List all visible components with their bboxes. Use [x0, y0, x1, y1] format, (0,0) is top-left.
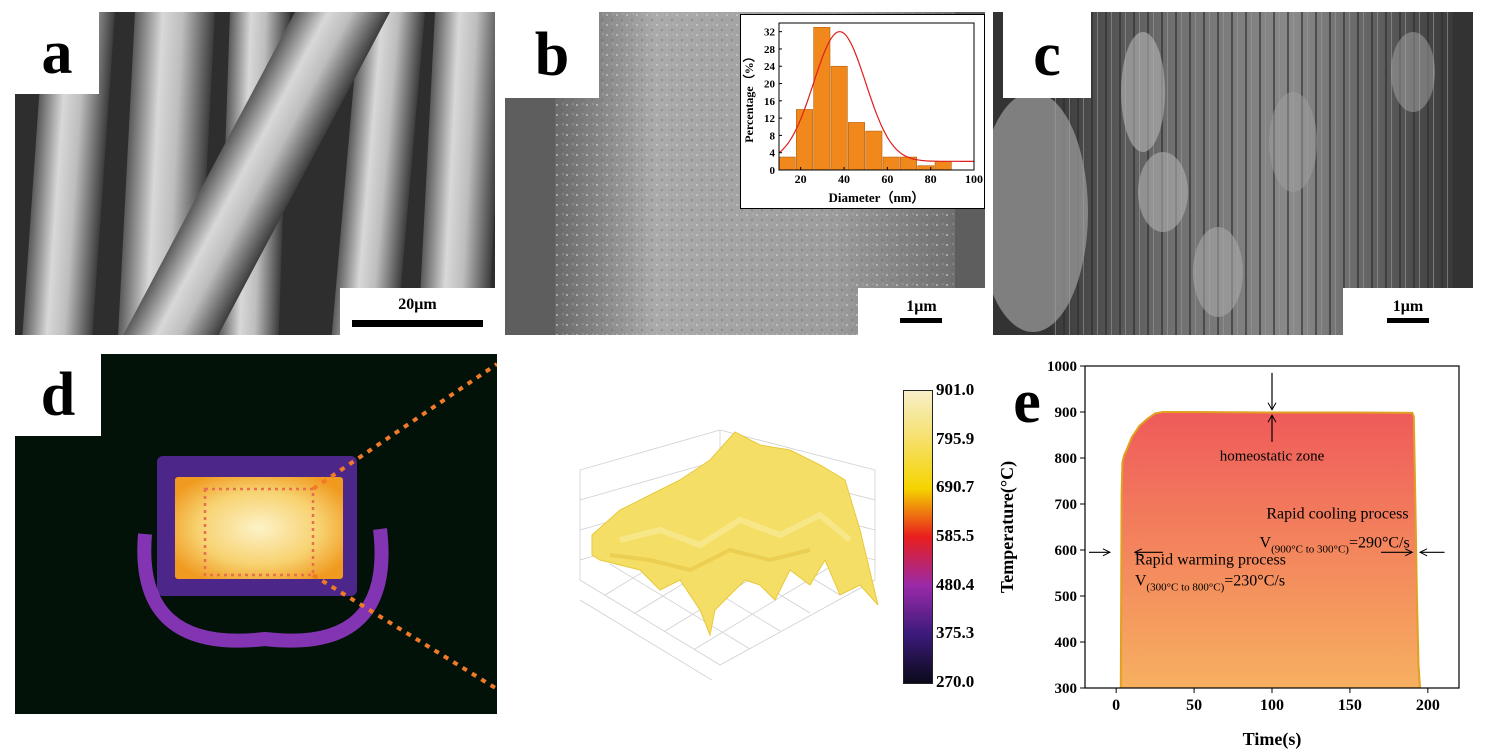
homeostatic-zone-label: homeostatic zone	[1220, 448, 1325, 464]
arrow-head	[1102, 548, 1112, 557]
x-tick-label: 40	[838, 172, 850, 186]
scale-bar-label: 1μm	[1392, 298, 1424, 315]
y-tick-label: 800	[1055, 451, 1078, 467]
x-tick-label: 50	[1186, 697, 1202, 714]
y-tick-label: 500	[1055, 589, 1078, 605]
surface-mesh	[591, 431, 879, 637]
y-tick-label: 28	[764, 44, 776, 56]
panel-label-a: a	[15, 12, 99, 94]
y-tick-label: 24	[764, 61, 776, 73]
scale-bar-line	[352, 320, 483, 327]
scale-bar-a: 20μm	[340, 288, 495, 335]
scale-bar-label: 20μm	[398, 296, 437, 313]
panel-label-b: b	[505, 12, 599, 98]
arrow-head	[1133, 548, 1143, 557]
panel-c-sem-image: c 1μm	[993, 12, 1473, 335]
scale-bar-line	[900, 318, 942, 323]
y-axis-label: Percentage（%）	[741, 50, 756, 142]
surface-plot-3d	[560, 410, 890, 686]
x-tick-label: 20	[795, 172, 807, 186]
histogram-bar	[917, 165, 935, 171]
histogram-bar	[882, 156, 900, 171]
colorbar-tick-label: 480.4	[936, 574, 975, 594]
warming-rate-label: V(300°C to 800°C)=230°C/s	[1135, 572, 1285, 593]
histogram-bar	[934, 161, 952, 171]
panel-a-fibers	[15, 12, 495, 335]
colorbar-ticks: 901.0 795.9 690.7 585.5 480.4 375.3 270.0	[936, 380, 1006, 692]
inset-histogram-svg: 20 40 60 80 100 0 4 8 12 16 20 24 28 32 Diameter（nm） Pe…	[741, 22, 983, 205]
scale-bar-label: 1μm	[906, 298, 937, 315]
histogram-bar	[830, 65, 848, 171]
colorbar-tick-label: 585.5	[936, 526, 975, 545]
y-tick-label: 0	[770, 165, 776, 177]
scale-bar-b: 1μm	[858, 288, 985, 335]
inset-histogram: 20 40 60 80 100 0 4 8 12 16 20 24 28 32 Diameter（nm） Pe…	[740, 14, 985, 209]
scale-bar-line	[1387, 318, 1429, 323]
colorbar-tick-label: 270.0	[936, 672, 975, 691]
x-tick-label: 100	[1260, 697, 1284, 714]
warming-process-title: Rapid warming process	[1135, 552, 1286, 569]
warming-rate-value: =230°C/s	[1224, 572, 1285, 589]
colorbar-tick-label: 901.0	[936, 380, 975, 399]
panel-a-sem-image: a 20μm	[15, 12, 495, 335]
cooling-process-title: Rapid cooling process	[1266, 506, 1408, 523]
x-axis-label: Diameter（nm）	[828, 190, 924, 205]
panel-d-thermal-image: d	[15, 354, 497, 714]
histogram-axes	[778, 22, 975, 171]
arrow-head	[1267, 414, 1277, 423]
histogram-bar	[848, 122, 865, 171]
y-tick-label: 1000	[1047, 359, 1077, 375]
x-tick-label: 200	[1416, 697, 1440, 714]
cooling-rate-sub: (900°C to 300°C)	[1271, 544, 1349, 556]
y-tick-label: 20	[764, 79, 776, 91]
panel-label-c: c	[1003, 12, 1091, 98]
colorbar-tick-label: 375.3	[936, 623, 975, 643]
gaussian-fit-curve	[778, 30, 974, 162]
scale-bar-c: 1μm	[1343, 288, 1473, 335]
y-tick-label: 4	[770, 148, 776, 160]
histogram-bar	[813, 27, 831, 171]
y-tick-label: 900	[1055, 405, 1078, 421]
temperature-line	[1119, 411, 1421, 689]
y-tick-label: 300	[1055, 681, 1078, 697]
histogram-bar	[865, 130, 883, 171]
y-tick-label: 600	[1055, 543, 1078, 559]
y-tick-label: 400	[1055, 635, 1078, 651]
arrow-head	[1267, 402, 1277, 411]
x-tick-label: 80	[925, 172, 937, 186]
panel-e-temperature-chart: 0 50 100 150 200 300 400 500 600 700 800 900 1000 Tim…	[993, 352, 1487, 751]
panel-d-thermal-svg	[137, 362, 497, 691]
y-tick-label: 12	[764, 113, 776, 125]
panel-b-sem-image: b 1μm 20 40 60 80 100 0 4 8 12 16 20 24 28 32 Diameter…	[505, 12, 985, 335]
y-tick-label: 8	[770, 130, 776, 142]
temperature-chart-svg: 0 50 100 150 200 300 400 500 600 700 800 900 1000 Tim…	[997, 359, 1460, 750]
arrow-head	[1405, 548, 1414, 557]
cooling-rate-value: =290°C/s	[1349, 535, 1410, 552]
arrow-head	[1418, 548, 1428, 557]
colorbar-gradient	[904, 391, 932, 683]
y-tick-label: 32	[764, 27, 776, 39]
x-tick-label: 150	[1338, 697, 1362, 714]
y-axis-label: Temperature(°C)	[997, 461, 1018, 593]
x-tick-label: 0	[1112, 697, 1120, 714]
cooling-rate-v: V	[1260, 535, 1272, 552]
colorbar-tick-label: 690.7	[936, 477, 975, 497]
surface-plot-3d-svg	[579, 429, 879, 686]
histogram-bar	[796, 109, 813, 171]
histogram-bar	[778, 156, 796, 171]
x-tick-label: 100	[965, 172, 983, 186]
x-axis-label: Time(s)	[1243, 729, 1302, 750]
x-tick-label: 60	[881, 172, 893, 186]
y-tick-label: 700	[1055, 497, 1078, 513]
y-tick-label: 16	[764, 96, 776, 108]
panel-label-e: e	[1013, 368, 1041, 436]
colorbar-tick-label: 795.9	[936, 428, 975, 448]
cooling-rate-label: V(900°C to 300°C)=290°C/s	[1260, 535, 1410, 556]
warming-rate-sub: (300°C to 800°C)	[1146, 581, 1224, 593]
warming-rate-v: V	[1135, 572, 1147, 589]
colorbar	[903, 390, 933, 684]
panel-label-d: d	[15, 354, 101, 436]
temperature-area	[1120, 412, 1420, 688]
